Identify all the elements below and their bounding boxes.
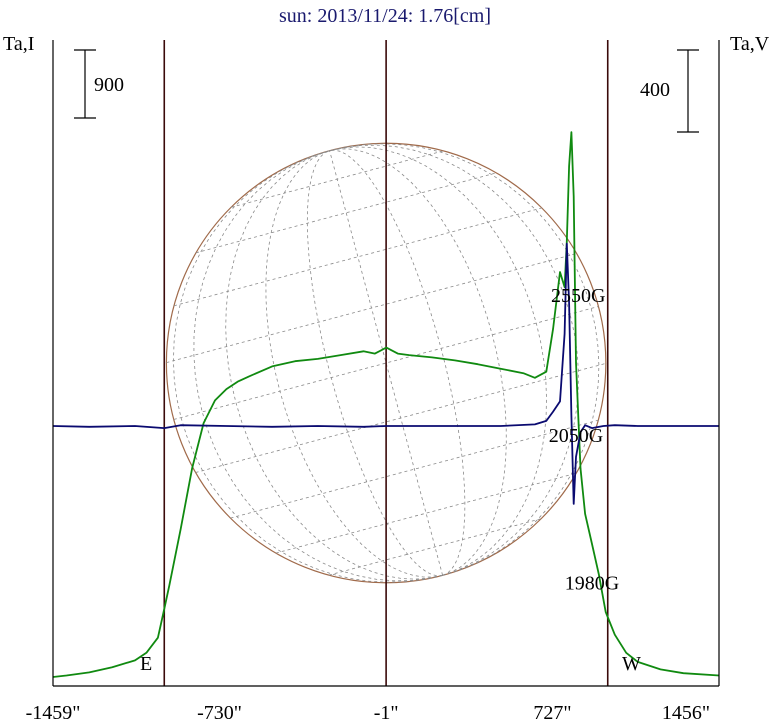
- latitude-line: [328, 518, 542, 576]
- longitude-line: [329, 143, 600, 576]
- longitude-line: [306, 150, 443, 577]
- longitude-line: [172, 150, 443, 583]
- longitude-line: [193, 150, 443, 582]
- x-tick-label: -1": [374, 702, 399, 724]
- east-limb-label: E: [140, 653, 152, 675]
- x-tick-label: -1459": [26, 702, 81, 724]
- longitude-line: [329, 150, 443, 576]
- x-tick-label: 1456": [662, 702, 710, 724]
- longitude-line: [265, 150, 443, 578]
- intensity-line: [52, 131, 720, 678]
- latitude-line: [275, 472, 577, 554]
- right-scale-bar: [677, 49, 699, 133]
- limb-lines: [163, 40, 609, 686]
- longitude-line: [329, 149, 466, 576]
- x-tick-labels: -1459" -730" -1" 727" 1456": [26, 702, 711, 724]
- x-tick-label: -730": [197, 702, 242, 724]
- x-tick-label: 727": [533, 702, 571, 724]
- left-scale-bar: [74, 49, 96, 119]
- left-axis-label: Ta,I: [3, 33, 34, 55]
- west-limb-label: W: [622, 653, 641, 675]
- field-strength-label: 2050G: [549, 425, 603, 447]
- longitude-line: [329, 148, 507, 576]
- latitude-line: [230, 419, 599, 519]
- polarization-line: [52, 242, 719, 505]
- field-annotations: 2550G 2050G 1980G: [549, 285, 619, 594]
- left-scale-label: 900: [94, 74, 124, 96]
- longitude-line: [329, 146, 547, 576]
- latitude-line: [173, 207, 542, 307]
- latitude-line: [195, 172, 497, 254]
- right-axis-label: Ta,V: [730, 33, 770, 55]
- chart-title: sun: 2013/11/24: 1.76[cm]: [279, 5, 491, 27]
- data-series: [52, 131, 720, 678]
- field-strength-label: 1980G: [565, 572, 619, 594]
- plot-frame: [52, 40, 720, 687]
- field-strength-label: 2550G: [551, 285, 605, 307]
- longitude-line: [225, 150, 443, 580]
- right-scale-label: 400: [640, 79, 670, 101]
